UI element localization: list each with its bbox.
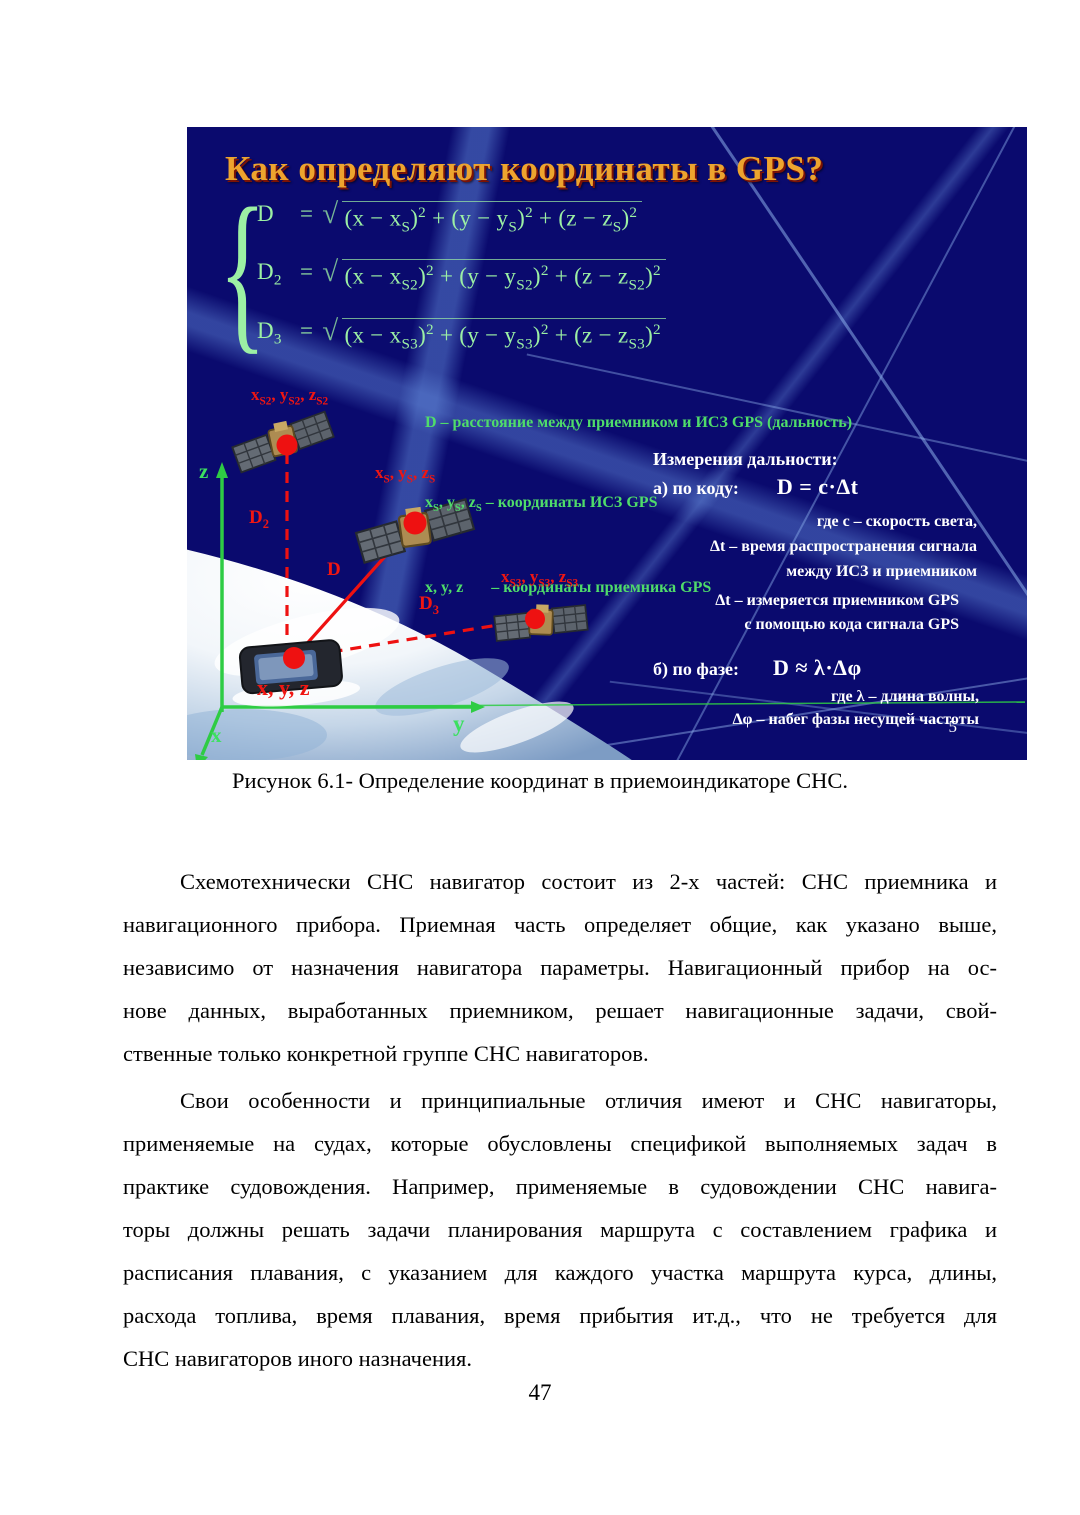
formula-body: (x − xS)2 + (y − yS)2 + (z − zS)2 [341,201,643,236]
formula-body: (x − xS3)2 + (y − yS3)2 + (z − zS3)2 [341,317,666,353]
delta-t-notes: Δt – измеряется приемником GPS с помощью… [715,589,959,637]
phase-measurement-row: б) по фазе: D ≈ λ·Δφ [653,655,862,681]
dt-note: Δt – измеряется приемником GPS [715,592,959,609]
text-line: СНС навигаторов иного назначения. [123,1346,473,1371]
legend-line-d: D – расстояние между приемником и ИСЗ GP… [425,414,853,431]
d2-label: D2 [249,507,269,531]
legend-line-receiver: x, y, z – координаты приемника GPS [425,579,712,597]
satellite1-coords-label: xS, yS, zS [375,463,436,486]
formula-body: (x − xS2)2 + (y − yS2)2 + (z − zS2)2 [341,259,666,294]
text-line: Свои особенности и принципиальные отличи… [180,1088,997,1113]
text-line: Схемотехнически СНС навигатор состоит из… [180,869,997,894]
code-formula: D = c·Δt [776,474,859,499]
text-line: применяемые на судах, которые обусловлен… [123,1131,997,1156]
formula-lhs: D2 [257,259,282,289]
d3-label: D3 [419,593,439,617]
paragraph-2: Свои особенности и принципиальные отличи… [123,1079,997,1380]
paragraph-1: Схемотехнически СНС навигатор состоит из… [123,860,997,1075]
text-line: расхода топлива, время плавания, время п… [123,1303,997,1328]
equals-sign: = [300,259,314,285]
slide-page-number: 5 [948,717,958,736]
z-axis-label: z [199,459,209,483]
text-line: практике судовождения. Например, применя… [123,1174,997,1199]
formula-d2: D2 = √ (x − xS2)2 + (y − yS2)2 + (z − zS… [257,256,666,294]
equals-sign: = [300,317,314,343]
text-line: навигационного прибора. Приемная часть о… [123,912,997,937]
dt-note: с помощью кода сигнала GPS [744,616,959,633]
text-line: нове данных, выработанных приемником, ре… [123,998,997,1023]
gps-slide-figure: Как определяют координаты в GPS? { D = √… [187,127,1027,760]
phase-note: Δφ – набег фазы несущей частоты [732,711,979,728]
radical-sign: √ [322,256,339,289]
figure-caption: Рисунок 6.1- Определение координат в при… [232,768,848,793]
phase-note: где λ – длина волны, [830,688,979,705]
body-text: Схемотехнически СНС навигатор состоит из… [123,860,997,1380]
formula-lhs: D [257,201,274,226]
legend-line-sat: xS, yS, zS – координаты ИСЗ GPS [425,493,658,514]
text-line: независимо от назначения навигатора пара… [123,955,997,980]
position-dots [276,434,545,669]
code-label: а) по коду: [653,478,739,498]
gps-diagram [187,410,1026,760]
measurements-heading: Измерения дальности: [653,449,838,469]
watermark: SEATRACKER.RU [0,1340,1080,1515]
y-axis-label: y [453,711,465,736]
radical-sign: √ [322,314,339,347]
formula-d3: D3 = √ (x − xS3)2 + (y − yS3)2 + (z − zS… [257,314,666,353]
slide-title: Как определяют координаты в GPS? [225,149,824,188]
phase-notes: где λ – длина волны, Δφ – набег фазы нес… [732,685,979,731]
code-note: где с – скорость света, [816,513,977,530]
text-line: торы должны решать задачи планирования м… [123,1217,997,1242]
variables-legend: D – расстояние между приемником и ИСЗ GP… [425,357,852,655]
satellite2-coords-label: xS2, yS2, zS2 [251,385,329,408]
phase-label: б) по фазе: [653,659,740,679]
code-measurement-row: а) по коду: D = c·Δt [653,474,859,500]
x-axis-label: x [211,723,222,747]
distance-formulas: D = √ (x − xS)2 + (y − yS)2 + (z − zS)2 … [257,198,666,376]
d-label: D [327,559,341,580]
receiver-coords-label: x, y, z [257,675,310,700]
radical-sign: √ [322,198,339,230]
code-note: Δt – время распространения сигнала [709,538,977,555]
page-number: 47 [528,1380,552,1405]
code-note: между ИСЗ и приемником [786,563,977,580]
code-notes: где с – скорость света, Δt – время распр… [710,509,977,584]
coordinate-axes [195,462,1026,760]
formula-d1: D = √ (x − xS)2 + (y − yS)2 + (z − zS)2 [257,198,666,236]
equals-sign: = [300,201,314,226]
text-line: ственные только конкретной группе СНС на… [123,1041,649,1066]
formula-lhs: D3 [257,317,282,348]
curly-brace: { [219,171,266,369]
text-line: расписания плавания, с указанием для каж… [123,1260,997,1285]
satellite3-coords-label: xS3, yS3, zS3 [501,567,579,590]
phase-formula: D ≈ λ·Δφ [773,655,862,680]
